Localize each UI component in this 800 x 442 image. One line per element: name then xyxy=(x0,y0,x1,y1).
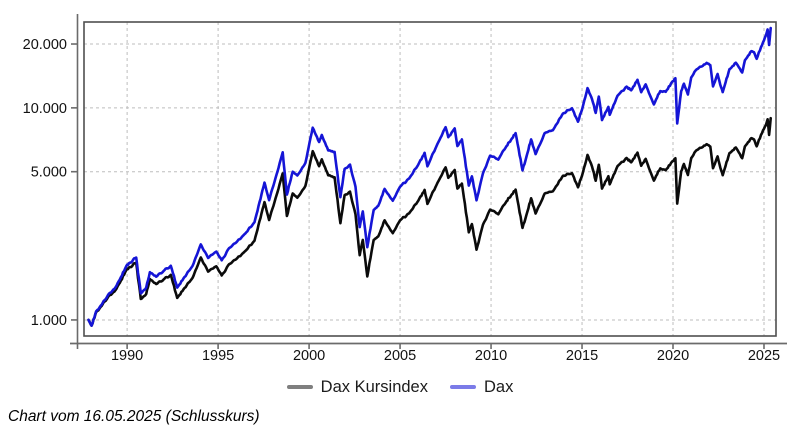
x-tick-label: 2005 xyxy=(384,348,416,364)
x-tick-label: 2010 xyxy=(475,348,507,364)
x-tick-label: 1990 xyxy=(111,348,143,364)
legend-label-dax: Dax xyxy=(483,377,514,396)
x-tick-label: 2015 xyxy=(566,348,598,364)
y-tick-label: 5.000 xyxy=(31,165,67,181)
x-tick-label: 1995 xyxy=(202,348,234,364)
dax-line-chart: 1.000 5.000 10.000 20.000 1990 1995 2000 2005 20… xyxy=(23,14,787,364)
dax-line-swatch-icon xyxy=(449,385,476,389)
x-tick-label: 2000 xyxy=(293,348,325,364)
kursindex-line-swatch-icon xyxy=(286,385,313,389)
legend-label-dax-kursindex: Dax Kursindex xyxy=(320,377,428,396)
chart-legend: Dax Kursindex Dax xyxy=(0,374,800,400)
x-tick-label: 2020 xyxy=(657,348,689,364)
plot-border xyxy=(83,21,777,337)
x-tick-label: 2025 xyxy=(748,348,780,364)
kursindex-line xyxy=(87,116,773,327)
legend-item-dax-kursindex: Dax Kursindex xyxy=(286,377,428,397)
y-tick-label: 10.000 xyxy=(23,101,67,117)
legend-item-dax: Dax xyxy=(449,377,514,397)
y-tick-label: 20.000 xyxy=(23,37,67,53)
y-tick-label: 1.000 xyxy=(31,313,67,329)
dax-line xyxy=(87,26,773,327)
chart-date-caption: Chart vom 16.05.2025 (Schlusskurs) xyxy=(8,408,260,425)
